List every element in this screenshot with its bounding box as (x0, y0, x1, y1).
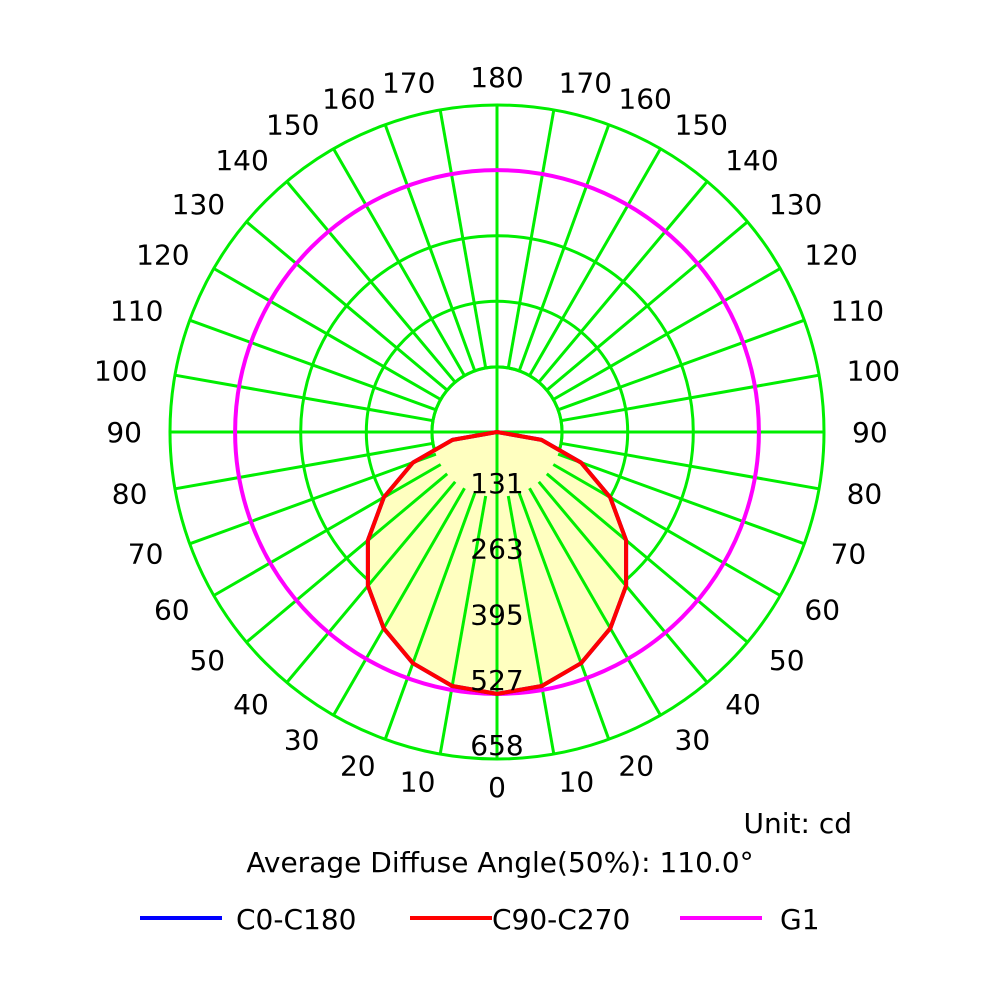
spoke-210 (332, 148, 466, 377)
spoke-300 (213, 463, 442, 597)
spoke-340 (383, 492, 477, 740)
angle-label-10-left: 10 (400, 766, 436, 799)
angle-label-90-left: 90 (106, 416, 142, 449)
angle-label-60-right: 60 (804, 594, 840, 627)
angle-label-140-left: 140 (215, 144, 268, 177)
legend-label-g1: G1 (780, 903, 820, 936)
angle-label-40-right: 40 (725, 688, 761, 721)
spoke-310 (245, 472, 449, 644)
spoke-20 (517, 492, 611, 740)
legend: C0-C180 C90-C270 G1 (140, 903, 820, 936)
angle-label-20-left: 20 (340, 750, 376, 783)
angle-label-110-left: 110 (110, 295, 163, 328)
angle-label-170-left: 170 (382, 66, 435, 99)
spoke-260 (174, 373, 434, 423)
spoke-250 (189, 318, 437, 412)
angle-label-130-right: 130 (769, 188, 822, 221)
angle-label-170-right: 170 (559, 66, 612, 99)
angle-label-50-left: 50 (189, 644, 225, 677)
radial-tick-395: 395 (470, 598, 523, 631)
angle-label-50-right: 50 (769, 644, 805, 677)
spoke-200 (383, 124, 477, 372)
spoke-10 (506, 495, 556, 755)
spoke-40 (537, 480, 709, 684)
spoke-190 (438, 109, 488, 369)
spoke-100 (560, 373, 820, 423)
legend-label-c0-c180: C0-C180 (236, 903, 356, 936)
angle-label-40-left: 40 (233, 688, 269, 721)
spoke-320 (285, 480, 457, 684)
spoke-50 (545, 472, 749, 644)
legend-label-c90-c270: C90-C270 (492, 903, 630, 936)
spoke-140 (537, 180, 709, 384)
angle-label-180: 180 (470, 61, 523, 94)
angle-label-90-right: 90 (852, 416, 888, 449)
angle-label-100-right: 100 (847, 354, 900, 387)
spoke-240 (213, 267, 442, 401)
angle-label-150-left: 150 (266, 109, 319, 142)
angle-label-80-right: 80 (847, 478, 883, 511)
spoke-130 (545, 220, 749, 392)
spoke-160 (517, 124, 611, 372)
spoke-120 (552, 267, 781, 401)
radial-tick-131: 131 (470, 467, 523, 500)
spoke-280 (174, 441, 434, 491)
angle-label-110-right: 110 (831, 295, 884, 328)
unit-label: Unit: cd (744, 807, 853, 840)
angle-label-100-left: 100 (94, 354, 147, 387)
spoke-220 (285, 180, 457, 384)
angle-label-120-left: 120 (136, 239, 189, 272)
spoke-70 (557, 452, 805, 546)
angle-label-160-right: 160 (618, 82, 671, 115)
angle-label-140-right: 140 (725, 144, 778, 177)
angle-label-60-left: 60 (154, 594, 190, 627)
angle-label-80-left: 80 (112, 478, 148, 511)
angle-label-20-right: 20 (618, 750, 654, 783)
spoke-150 (528, 148, 662, 377)
angle-label-70-right: 70 (831, 537, 867, 570)
angle-label-70-left: 70 (128, 537, 164, 570)
radial-tick-labels: 131 263 395 527 658 (470, 467, 523, 762)
radial-tick-658: 658 (470, 729, 523, 762)
spoke-80 (560, 441, 820, 491)
series-c90-c270 (365, 430, 629, 696)
angle-label-10-right: 10 (559, 766, 595, 799)
angle-label-150-right: 150 (675, 109, 728, 142)
angle-label-30-right: 30 (675, 723, 711, 756)
spoke-350 (438, 495, 488, 755)
series-curves (233, 168, 761, 696)
angle-label-0: 0 (488, 771, 506, 804)
angle-label-160-left: 160 (322, 82, 375, 115)
angle-label-120-right: 120 (804, 239, 857, 272)
chart-subtitle: Average Diffuse Angle(50%): 110.0° (246, 846, 753, 879)
spoke-170 (506, 109, 556, 369)
polar-spokes (170, 105, 824, 759)
spoke-290 (189, 452, 437, 546)
spoke-30 (528, 487, 662, 716)
spoke-110 (557, 318, 805, 412)
radial-tick-263: 263 (470, 533, 523, 566)
spoke-230 (245, 220, 449, 392)
angle-label-130-left: 130 (172, 188, 225, 221)
spoke-60 (552, 463, 781, 597)
spoke-330 (332, 487, 466, 716)
angle-label-30-left: 30 (284, 723, 320, 756)
radial-tick-527: 527 (470, 664, 523, 697)
